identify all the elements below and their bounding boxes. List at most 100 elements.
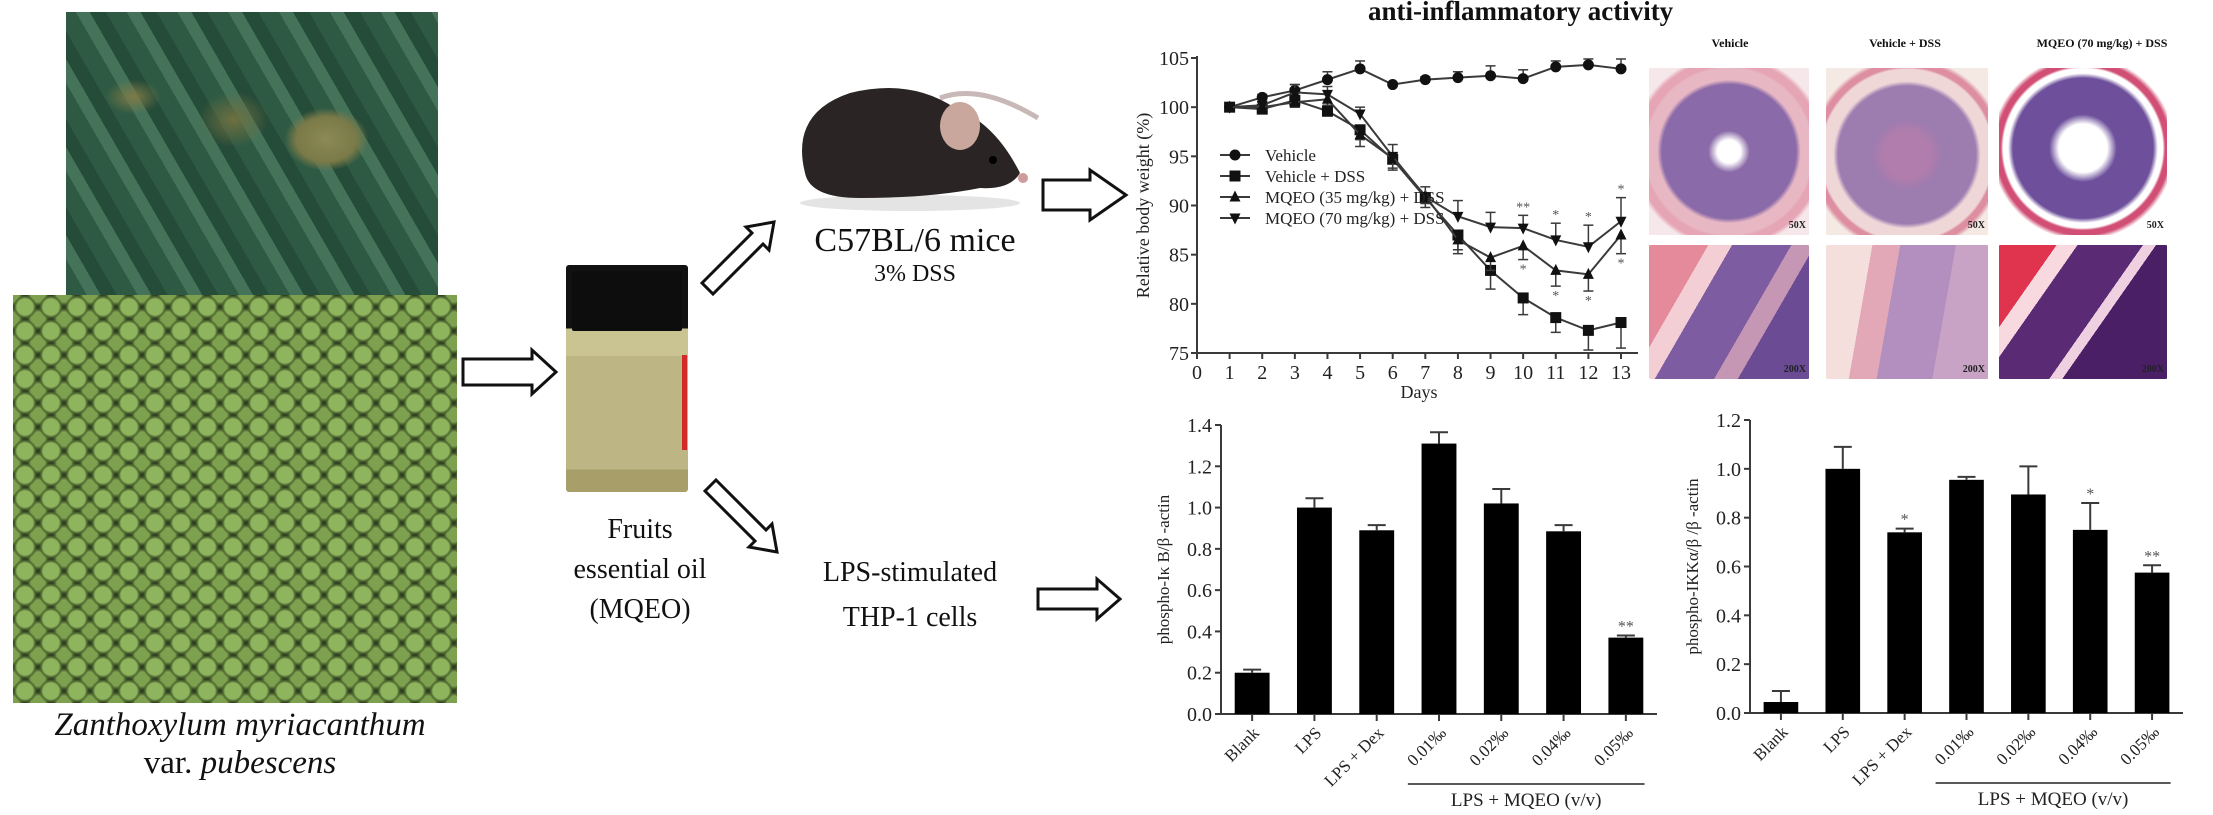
y-tick-label: 95 [1169, 146, 1189, 168]
data-point [1517, 223, 1529, 235]
data-point [1550, 61, 1562, 73]
magnification-label: 200X [1783, 364, 1806, 375]
x-tick-label: 0.02‰ [1993, 722, 2039, 768]
legend-marker [1229, 213, 1241, 225]
histology-dss-200x: 200X [1826, 245, 1988, 379]
cells-label: LPS-stimulated THP-1 cells [780, 550, 1040, 640]
oil-label-line3: (MQEO) [589, 594, 691, 625]
data-point [1485, 251, 1497, 263]
mice-label: C57BL/6 mice 3% DSS [770, 222, 1060, 288]
data-point [1321, 74, 1333, 86]
arrow-oil-to-cells [702, 477, 779, 554]
histology-mqeo-200x: 200X [1999, 245, 2167, 379]
mice-treatment: 3% DSS [873, 261, 957, 287]
x-tick-label: 8 [1453, 362, 1463, 384]
x-tick-label: 1 [1225, 362, 1235, 384]
mouse-nose [1018, 173, 1028, 183]
y-tick-label: 0.4 [1716, 605, 1741, 627]
y-tick-label: 0.2 [1716, 654, 1741, 676]
data-point [1582, 59, 1594, 71]
x-tick-label: LPS [1819, 722, 1853, 756]
significance-marker: * [2086, 486, 2094, 503]
significance-marker: ** [2144, 548, 2160, 565]
legend-label: MQEO (35 mg/kg) + DSS [1265, 188, 1445, 207]
x-tick-label: LPS + Dex [1849, 722, 1916, 789]
figure-title: anti-inflammatory activity [1368, 0, 1674, 26]
y-axis-label: phospho-Iκ B/β -actin [1154, 494, 1173, 644]
x-tick-label: 2 [1257, 362, 1267, 384]
cells-label-line2: THP-1 cells [842, 602, 978, 633]
mouse-shadow [800, 195, 1020, 211]
data-point [1517, 239, 1529, 251]
y-tick-label: 80 [1169, 294, 1189, 316]
y-tick-label: 1.0 [1187, 498, 1212, 520]
y-tick-label: 0.6 [1716, 557, 1741, 579]
data-point [1387, 79, 1399, 91]
significance-marker: ** [1516, 200, 1530, 215]
mouse-ear [940, 102, 980, 150]
y-tick-label: 100 [1159, 97, 1189, 119]
data-point [1321, 89, 1333, 101]
significance-marker: * [1618, 183, 1625, 198]
magnification-label: 200X [2141, 364, 2164, 375]
x-tick-label: 0.04‰ [2055, 722, 2101, 768]
x-tick-label: 6 [1388, 362, 1398, 384]
data-point [1582, 242, 1594, 254]
significance-marker: * [1552, 289, 1559, 304]
data-point [1256, 100, 1268, 112]
legend-marker [1229, 190, 1241, 202]
legend-label: Vehicle [1265, 146, 1316, 165]
arrow-cells-to-bars [1036, 575, 1123, 623]
x-tick-label: 7 [1420, 362, 1430, 384]
significance-marker: * [1585, 294, 1592, 309]
x-tick-label: 9 [1486, 362, 1496, 384]
data-point [1289, 95, 1301, 107]
legend-label: MQEO (70 mg/kg) + DSS [1265, 209, 1445, 228]
legend-marker [1229, 170, 1241, 182]
bar [1483, 503, 1519, 714]
x-tick-label: 5 [1355, 362, 1365, 384]
fruits-photo [13, 295, 457, 703]
data-point [1517, 73, 1529, 85]
histology-col-label-dss: Vehicle + DSS [1869, 36, 1941, 50]
x-tick-label: 11 [1546, 362, 1565, 384]
data-point [1452, 72, 1464, 84]
data-point [1550, 235, 1562, 247]
bar [1234, 672, 1270, 714]
group-label: LPS + MQEO (v/v) [1451, 790, 1602, 811]
oil-label: Fruits essential oil (MQEO) [520, 510, 760, 630]
data-point [1354, 109, 1366, 121]
y-tick-label: 1.4 [1187, 415, 1212, 437]
y-tick-label: 0.8 [1187, 539, 1212, 561]
species-name-line2: var. pubescens [0, 744, 480, 782]
data-point [1485, 222, 1497, 234]
histology-col-label-vehicle: Vehicle [1711, 36, 1749, 50]
x-tick-label: 12 [1578, 362, 1598, 384]
data-point [1321, 105, 1333, 117]
y-tick-label: 0.2 [1187, 663, 1212, 685]
oil-label-line1: Fruits [607, 514, 673, 545]
x-tick-label: 4 [1322, 362, 1332, 384]
y-tick-label: 0.4 [1187, 621, 1212, 643]
bottle-red-label-edge [682, 355, 687, 450]
arrow-mice-to-chart [1041, 167, 1129, 223]
histology-mqeo-50x: 50X [1999, 68, 2167, 235]
data-point [1387, 151, 1399, 163]
mouse-eye [989, 156, 997, 164]
bar [2011, 494, 2046, 713]
x-tick-label: 0.05‰ [2116, 722, 2162, 768]
significance-marker: * [1901, 512, 1909, 529]
x-tick-label: 0.01‰ [1931, 722, 1977, 768]
y-tick-label: 75 [1169, 343, 1189, 365]
y-tick-label: 0.0 [1716, 703, 1741, 725]
significance-marker: * [1520, 263, 1527, 278]
data-point [1452, 211, 1464, 223]
magnification-label: 50X [2146, 220, 2164, 231]
cells-label-line1: LPS-stimulated [822, 557, 998, 588]
y-axis-label: phospho-IKKα/β /β -actin [1683, 478, 1702, 655]
histology-panel: Vehicle Vehicle + DSS MQEO (70 mg/kg) + … [1645, 30, 2213, 385]
histology-dss-50x: 50X [1826, 68, 1988, 235]
